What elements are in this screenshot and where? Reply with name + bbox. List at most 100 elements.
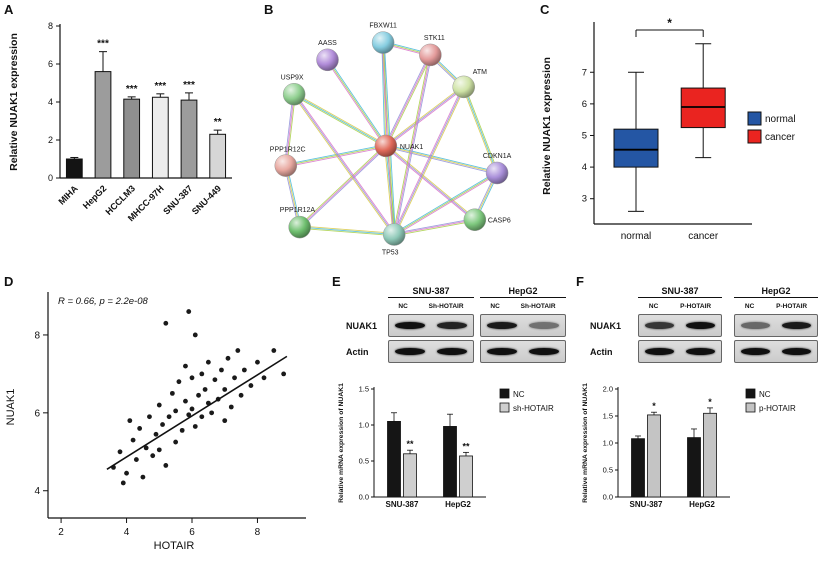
edge-ATM-CDKN1A xyxy=(462,87,497,174)
network-node-PPP1R12A xyxy=(288,215,311,239)
edge-ATM-TP53 xyxy=(392,86,464,235)
sig-SNU-387: *** xyxy=(183,80,195,91)
panel-e: E SNU-387 HepG2 NC Sh-HOTAIR NC Sh-HOTAIR NUAK… xyxy=(330,274,572,572)
scatter-point xyxy=(179,427,185,433)
protein-band xyxy=(436,322,468,329)
scatter-point xyxy=(192,332,198,338)
protein-band xyxy=(436,348,468,355)
bar-chart-mrna-p-hotair: 0.0 0.5 1.0 1.5 2.0 Relative mRNA expression … xyxy=(582,383,796,509)
legend-swatch-normal xyxy=(747,111,762,126)
svg-text:1.5: 1.5 xyxy=(603,412,613,421)
edge-CDKN1A-TP53 xyxy=(393,172,498,235)
edge-TP53-CASP6 xyxy=(394,219,475,235)
svg-text:2: 2 xyxy=(48,135,53,145)
bar-SNU-387-p-HOTAIR xyxy=(647,414,661,498)
scatter-point xyxy=(173,439,179,445)
network-node-CASP6 xyxy=(463,208,487,231)
scatter-point xyxy=(205,359,211,365)
bar-HCCLM3 xyxy=(123,98,141,179)
western-blot: SNU-387 HepG2 NC Sh-HOTAIR NC Sh-HOTAIR NUAK1 A… xyxy=(346,286,566,363)
edge-TP53-USP9X xyxy=(293,93,395,235)
scatter-point xyxy=(202,387,208,392)
edge-NUAK1-FBXW11 xyxy=(381,42,386,146)
scatter-point xyxy=(219,367,224,373)
node-label-CASP6: CASP6 xyxy=(488,218,511,225)
mrna-y-label: Relative mRNA expression of NUAK1 xyxy=(338,383,345,503)
edge-NUAK1-AASS xyxy=(326,60,386,147)
edge-STK11-TP53 xyxy=(394,55,432,235)
network-node-NUAK1 xyxy=(374,134,398,158)
x-tick-MIHA: MIHA xyxy=(56,183,80,207)
scatter-point xyxy=(153,431,159,437)
scatter-point xyxy=(169,390,175,396)
edge-NUAK1-PPP1R12C xyxy=(285,146,387,168)
x-tick-HepG2: HepG2 xyxy=(445,500,471,509)
scatter-point xyxy=(222,418,228,424)
x-tick-SNU-387: SNU-387 xyxy=(630,500,663,509)
blot-row-label-Actin: Actin xyxy=(590,346,613,357)
node-label-USP9X: USP9X xyxy=(281,74,304,81)
svg-text:4: 4 xyxy=(582,162,587,173)
blot-group-HepG2: HepG2 xyxy=(480,286,566,298)
edge-NUAK1-CDKN1A xyxy=(385,145,498,174)
network-node-ATM xyxy=(452,75,475,99)
node-label-PPP1R12A: PPP1R12A xyxy=(280,207,316,214)
scatter-point xyxy=(261,375,267,381)
scatter-point xyxy=(196,392,201,398)
edge-NUAK1-PPP1R12A xyxy=(299,145,387,228)
correlation-annotation: R = 0.66, p = 2.2e-08 xyxy=(58,296,149,307)
sig-HepG2: *** xyxy=(97,39,109,50)
scatter-point xyxy=(130,437,136,443)
network-node-FBXW11 xyxy=(371,31,395,54)
panel-label-b: B xyxy=(264,2,274,17)
bar-SNU-387-NC xyxy=(631,438,645,498)
legend-swatch-cancer xyxy=(747,129,762,144)
node-label-AASS: AASS xyxy=(318,40,337,47)
svg-text:4: 4 xyxy=(34,486,40,497)
scatter-point xyxy=(199,371,205,377)
svg-text:0.0: 0.0 xyxy=(603,493,613,502)
protein-band xyxy=(486,322,518,329)
protein-band xyxy=(644,322,675,329)
scatter-point xyxy=(209,410,215,416)
scatter-point xyxy=(199,414,205,420)
edge-NUAK1-ATM xyxy=(385,86,464,147)
protein-band xyxy=(528,322,560,329)
svg-text:6: 6 xyxy=(189,527,195,538)
edge-TP53-CASP6 xyxy=(393,218,475,234)
mrna-y-label: Relative mRNA expression of NUAK1 xyxy=(582,383,589,503)
edge-NUAK1-PPP1R12C xyxy=(285,145,386,167)
bar-SNU-387-NC xyxy=(387,421,401,498)
panel-b: B AASS FBXW11 STK11 USP9X ATM NUAK1 PPP1R12C CD… xyxy=(258,2,538,270)
edge-CDKN1A-TP53 xyxy=(394,173,498,236)
scatter-point xyxy=(232,375,237,381)
bar-HepG2-NC xyxy=(443,426,457,498)
network-node-AASS xyxy=(316,48,339,72)
edge-NUAK1-USP9X xyxy=(293,94,386,148)
legend-label-sh-HOTAIR: sh-HOTAIR xyxy=(513,404,554,413)
panel-f: F SNU-387 HepG2 NC P-HOTAIR NC P-HOTAIR NUAK1 A… xyxy=(572,274,824,572)
legend-label-NC: NC xyxy=(513,390,525,399)
edge-NUAK1-PPP1R12A xyxy=(298,144,386,227)
scatter-point xyxy=(160,422,165,427)
lane-labels: NC Sh-HOTAIR xyxy=(388,303,474,310)
edge-TP53-PPP1R12A xyxy=(299,225,395,234)
string-network-diagram: AASS FBXW11 STK11 USP9X ATM NUAK1 PPP1R12C CDKN… xyxy=(270,23,512,257)
node-label-FBXW11: FBXW11 xyxy=(369,23,397,30)
svg-text:4: 4 xyxy=(48,97,53,107)
protein-band xyxy=(781,322,812,329)
x-tick-SNU-387: SNU-387 xyxy=(161,183,194,216)
panel-a-y-label: Relative NUAK1 expression xyxy=(8,33,20,171)
x-tick-SNU-387: SNU-387 xyxy=(386,500,419,509)
protein-band xyxy=(781,348,812,355)
sig-SNU-387-p-HOTAIR: * xyxy=(652,401,656,411)
edge-NUAK1-STK11 xyxy=(385,54,431,147)
scatter-point xyxy=(281,371,287,377)
edge-STK11-TP53 xyxy=(392,54,430,235)
bar-SNU-387-sh-HOTAIR xyxy=(403,453,417,498)
scatter-point xyxy=(228,404,234,410)
edge-TP53-USP9X xyxy=(292,94,394,236)
edge-TP53-USP9X xyxy=(294,93,396,235)
edge-NUAK1-CASP6 xyxy=(386,144,476,220)
